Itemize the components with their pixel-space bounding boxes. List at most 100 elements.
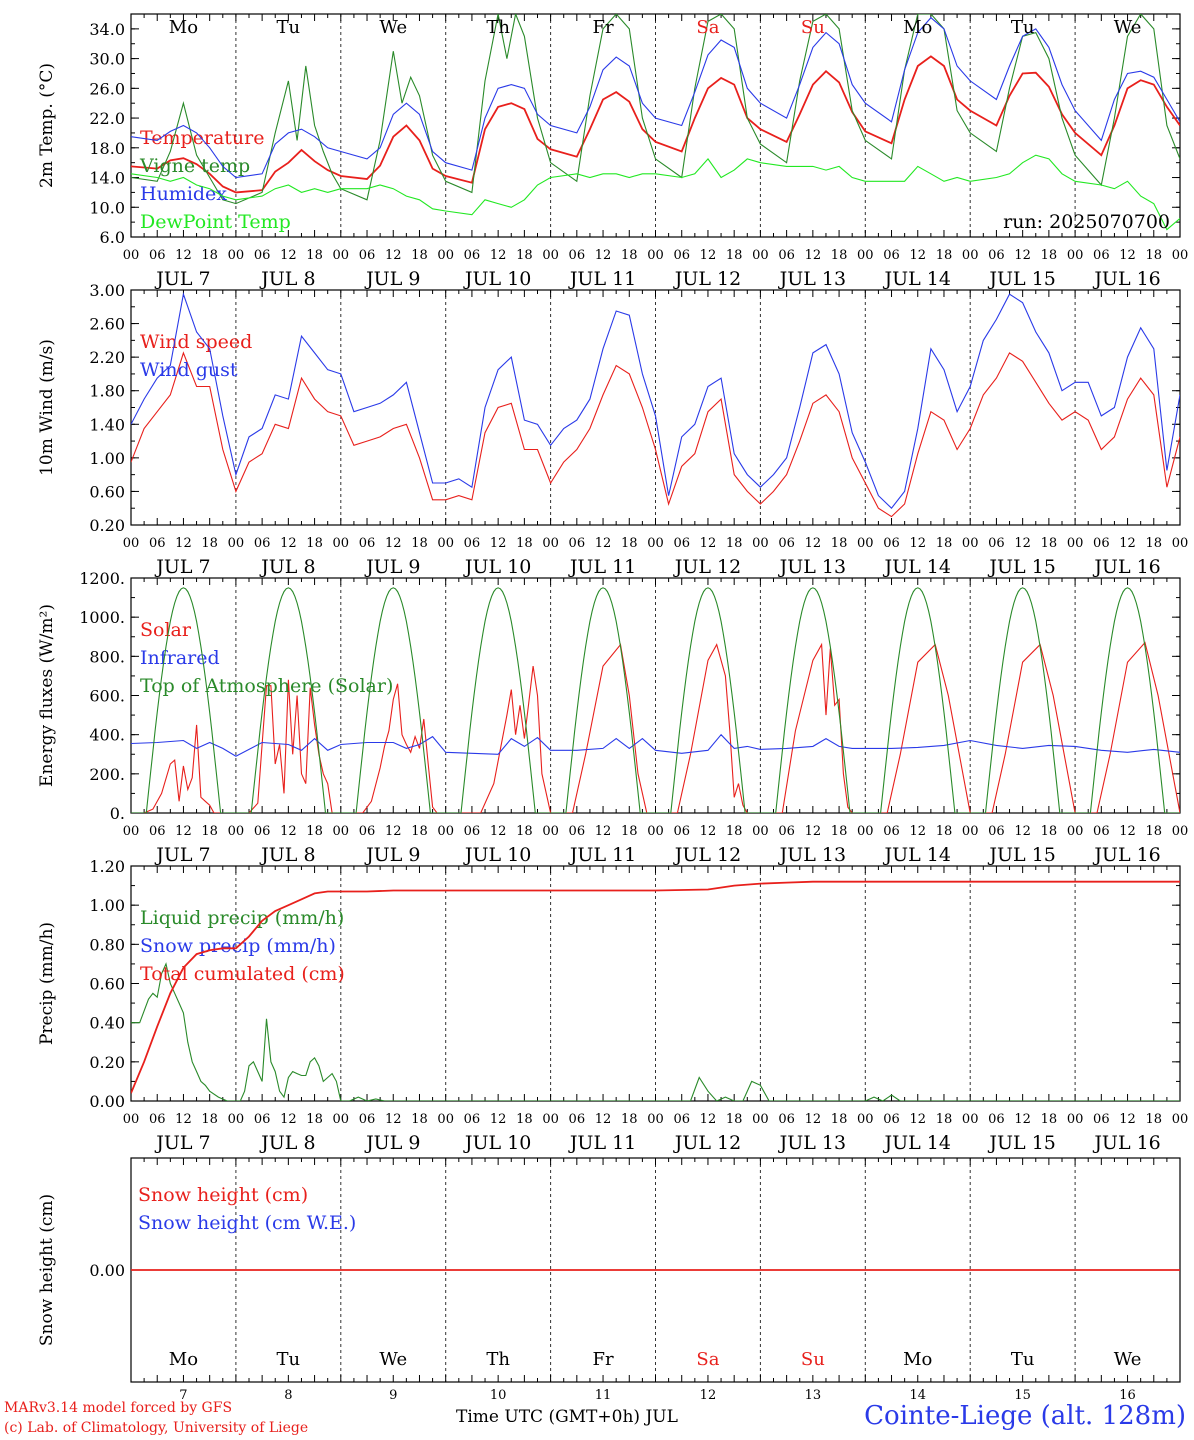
legend-entry: Humidex (140, 183, 227, 205)
legend-entry: Infrared (140, 647, 220, 669)
weekday-label: Tu (277, 1349, 301, 1370)
hour-tick-label: 00 (437, 536, 454, 551)
hour-tick-label: 18 (831, 824, 848, 839)
hour-tick-label: 06 (883, 536, 900, 551)
hour-tick-label: 18 (936, 824, 953, 839)
y-tick-label: 0.40 (89, 1014, 125, 1033)
y-tick-label: 2.60 (89, 315, 125, 334)
hour-tick-label: 06 (1093, 536, 1110, 551)
date-label: JUL 9 (364, 844, 420, 866)
weekday-label: We (379, 1349, 407, 1370)
hour-tick-label: 00 (228, 824, 245, 839)
legend-entry: Solar (140, 619, 192, 641)
date-label: JUL 10 (463, 1132, 531, 1154)
date-label: JUL 11 (568, 556, 636, 578)
hour-tick-label: 06 (988, 536, 1005, 551)
date-label: JUL 15 (987, 268, 1055, 290)
date-label: JUL 12 (673, 556, 741, 578)
day-number-label: 16 (1119, 1388, 1136, 1403)
legend-entry: Top of Atmosphere (Solar) (140, 675, 393, 697)
hour-tick-label: 18 (306, 1112, 323, 1127)
weekday-label: Th (486, 1349, 510, 1370)
hour-tick-label: 06 (464, 1112, 481, 1127)
legend-entry: Wind speed (140, 331, 252, 353)
hour-tick-label: 00 (1067, 824, 1084, 839)
hour-tick-label: 12 (805, 1112, 822, 1127)
hour-tick-label: 06 (1093, 1112, 1110, 1127)
hour-tick-label: 06 (778, 536, 795, 551)
date-label: JUL 7 (154, 844, 210, 866)
date-label: JUL 16 (1092, 268, 1160, 290)
hour-tick-label: 18 (726, 824, 743, 839)
hour-tick-label: 00 (542, 248, 559, 263)
hour-tick-label: 18 (936, 1112, 953, 1127)
hour-tick-label: 18 (1041, 248, 1058, 263)
hour-tick-label: 06 (988, 248, 1005, 263)
panel-snow: 0.00 Snow height (cm) Snow height (cm) Snow… (37, 1157, 1181, 1403)
series-infrared (131, 733, 1180, 757)
legend-entry: Total cumulated (cm) (140, 963, 345, 985)
hour-tick-label: 12 (700, 536, 717, 551)
day-number-label: 8 (284, 1388, 292, 1403)
hour-tick-label: 00 (647, 1112, 664, 1127)
hour-tick-label: 18 (411, 536, 428, 551)
station-name: Cointe-Liege (alt. 128m) (864, 1401, 1186, 1431)
hour-tick-label: 18 (831, 536, 848, 551)
hour-tick-label: 12 (805, 824, 822, 839)
hour-tick-label: 06 (778, 1112, 795, 1127)
date-label: JUL 12 (673, 844, 741, 866)
hour-tick-label: 18 (516, 1112, 533, 1127)
hour-tick-label: 12 (909, 248, 926, 263)
hour-tick-label: 12 (700, 248, 717, 263)
hour-tick-label: 00 (647, 824, 664, 839)
hour-tick-label: 18 (621, 536, 638, 551)
y-tick-label: 18.0 (89, 139, 125, 158)
hour-tick-label: 18 (726, 248, 743, 263)
hour-tick-label: 06 (149, 536, 166, 551)
hour-tick-label: 00 (542, 824, 559, 839)
hour-tick-label: 18 (726, 1112, 743, 1127)
date-label: JUL 10 (463, 268, 531, 290)
y-tick-label: 1.40 (89, 415, 125, 434)
date-label: JUL 8 (259, 268, 315, 290)
hour-tick-label: 00 (228, 248, 245, 263)
day-number-label: 7 (179, 1388, 187, 1403)
hour-tick-label: 00 (752, 536, 769, 551)
y-tick-label: 1.20 (89, 857, 125, 876)
weekday-label: Sa (696, 1349, 719, 1370)
hour-tick-label: 00 (437, 1112, 454, 1127)
y-tick-label: 26.0 (89, 79, 125, 98)
hour-tick-label: 18 (411, 1112, 428, 1127)
hour-tick-label: 06 (1093, 824, 1110, 839)
hour-tick-label: 12 (805, 248, 822, 263)
date-label: JUL 9 (364, 1132, 420, 1154)
model-credit: MARv3.14 model forced by GFS (4, 1400, 233, 1416)
hour-tick-label: 06 (883, 248, 900, 263)
y-tick-label: 0.20 (89, 516, 125, 535)
hour-tick-label: 00 (1067, 1112, 1084, 1127)
hour-tick-label: 06 (254, 824, 271, 839)
y-tick-label: 1200. (79, 569, 125, 588)
hour-tick-label: 12 (1119, 1112, 1136, 1127)
hour-tick-label: 00 (857, 248, 874, 263)
y-tick-label: 30.0 (89, 50, 125, 69)
y-tick-label: 200. (89, 765, 125, 784)
hour-tick-label: 12 (490, 248, 507, 263)
y-tick-label: 0.80 (89, 935, 125, 954)
day-number-label: 14 (909, 1388, 926, 1403)
hour-tick-label: 12 (595, 1112, 612, 1127)
plot-frame (130, 13, 1181, 238)
y-tick-label: 1.00 (89, 449, 125, 468)
hour-tick-label: 12 (490, 824, 507, 839)
date-label: JUL 14 (883, 556, 951, 578)
hour-tick-label: 06 (883, 824, 900, 839)
hour-tick-label: 06 (673, 248, 690, 263)
legend-entry: Vigne temp (139, 155, 250, 177)
hour-tick-label: 12 (805, 536, 822, 551)
series-solar (131, 641, 1180, 813)
y-tick-label: 0. (110, 804, 125, 823)
hour-tick-label: 18 (1146, 536, 1163, 551)
hour-tick-label: 18 (936, 248, 953, 263)
hour-tick-label: 06 (149, 1112, 166, 1127)
hour-tick-label: 06 (673, 1112, 690, 1127)
